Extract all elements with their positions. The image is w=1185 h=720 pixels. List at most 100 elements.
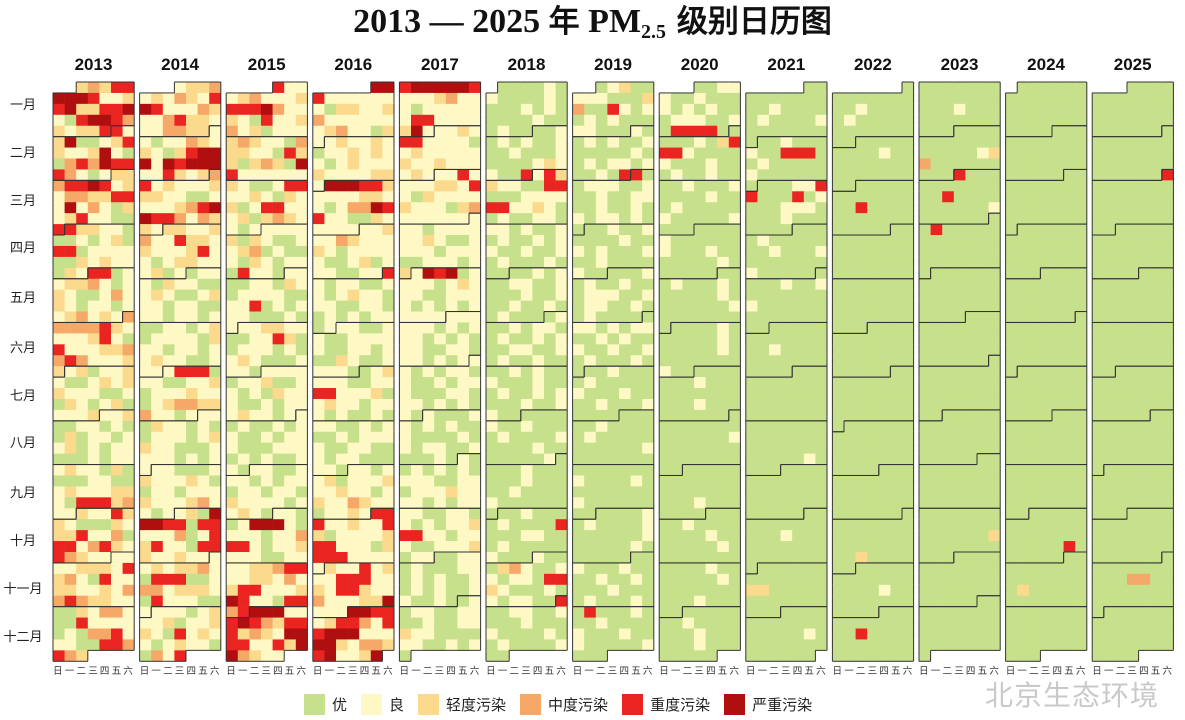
day-cell [237, 256, 250, 269]
day-cell [728, 388, 741, 400]
day-cell [99, 431, 112, 443]
day-cell [111, 202, 123, 214]
day-cell [434, 300, 447, 312]
day-cell [469, 213, 481, 225]
day-cell [312, 398, 325, 411]
day-cell [572, 366, 585, 378]
day-cell [399, 584, 412, 597]
day-cell [434, 125, 447, 137]
day-cell [497, 420, 510, 433]
day-cell [312, 541, 325, 553]
year-label: 2018 [507, 55, 546, 74]
day-cell [151, 191, 164, 203]
day-cell [295, 420, 308, 433]
day-cell [324, 541, 337, 553]
day-cell [595, 103, 608, 116]
day-cell [139, 617, 152, 629]
day-cell [174, 82, 187, 94]
day-cell [347, 245, 360, 258]
day-cell [99, 245, 112, 258]
day-cell [659, 180, 672, 192]
day-cell [584, 398, 597, 411]
weekday-label: 五 [631, 666, 641, 677]
day-cell [411, 431, 423, 443]
day-cell [370, 300, 383, 312]
day-cell [370, 82, 383, 94]
day-cell [399, 125, 412, 137]
day-cell [53, 595, 65, 607]
day-cell [497, 398, 510, 411]
day-cell [572, 475, 585, 487]
day-cell [336, 103, 348, 116]
day-cell [272, 420, 285, 433]
day-cell [370, 191, 383, 203]
day-cell [544, 398, 556, 411]
weekday-label: 四 [446, 666, 456, 677]
day-cell [497, 213, 510, 225]
day-cell [630, 519, 643, 531]
day-cell [399, 606, 412, 618]
day-cell [295, 147, 308, 159]
day-cell [272, 125, 285, 137]
day-cell [630, 508, 643, 520]
day-cell [619, 82, 631, 94]
day-cell [642, 442, 655, 454]
day-cell [399, 508, 412, 520]
day-cell [555, 322, 568, 334]
day-cell [659, 333, 672, 345]
day-cell [312, 475, 325, 487]
day-cell [555, 256, 568, 269]
day-cell [226, 136, 239, 148]
day-cell [497, 595, 510, 607]
weekday-labels: 日一二三四五六 [398, 663, 480, 677]
day-cell [705, 267, 718, 280]
day-cell [295, 606, 308, 618]
day-cell [295, 453, 308, 465]
day-cell [584, 388, 597, 400]
day-cell [237, 584, 250, 597]
day-cell [64, 125, 77, 137]
day-cell [359, 278, 372, 290]
day-cell [312, 453, 325, 465]
day-cell [607, 497, 620, 509]
day-cell [261, 355, 273, 367]
day-cell [532, 442, 545, 454]
day-cell [186, 486, 198, 498]
day-cell [186, 453, 198, 465]
day-cell [336, 617, 348, 629]
day-cell [162, 628, 175, 640]
day-cell [359, 158, 372, 170]
day-cell [486, 464, 498, 476]
day-cell [197, 224, 210, 236]
year-label: 2021 [767, 55, 806, 74]
day-cell [139, 267, 152, 280]
day-cell [76, 322, 89, 334]
day-cell [682, 267, 695, 280]
day-cell [434, 388, 447, 400]
day-cell [607, 267, 620, 280]
day-cell [76, 464, 89, 476]
day-cell [434, 202, 447, 214]
day-cell [584, 431, 597, 443]
day-cell [497, 519, 510, 531]
day-cell [544, 562, 556, 575]
day-cell [209, 267, 222, 280]
day-cell [555, 398, 568, 411]
day-cell [99, 322, 112, 334]
day-cell [520, 519, 533, 531]
day-cell [469, 486, 481, 498]
day-cell [53, 289, 65, 301]
day-cell [87, 562, 100, 575]
day-cell [422, 573, 435, 586]
month-borders [225, 81, 308, 662]
day-cell [509, 92, 522, 105]
day-cell [572, 420, 585, 433]
day-cell [249, 125, 262, 137]
day-cell [370, 256, 383, 269]
day-cell [87, 344, 100, 356]
day-cell [249, 355, 262, 367]
day-cell [630, 180, 643, 192]
month-label: 三月 [9, 194, 36, 209]
day-cell [174, 530, 187, 542]
day-cell [509, 245, 522, 258]
